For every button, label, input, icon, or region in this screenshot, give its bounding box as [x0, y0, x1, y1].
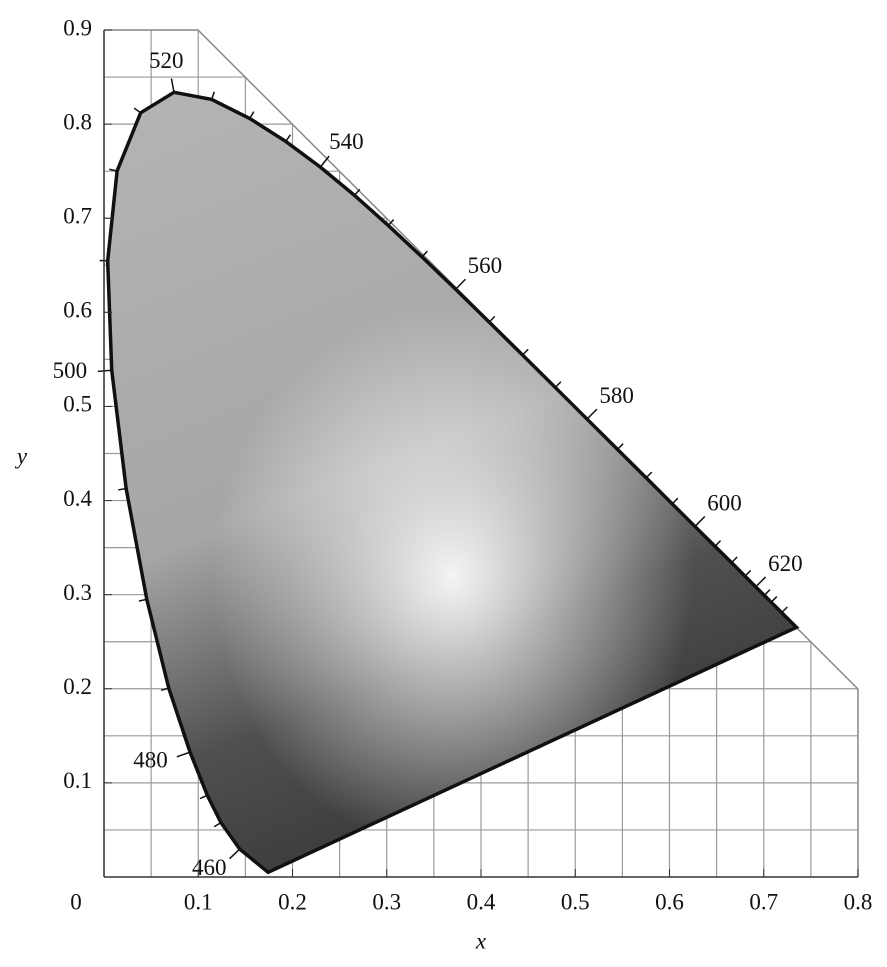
wavelength-label: 480 [133, 748, 168, 773]
y-axis-label: y [15, 443, 28, 468]
wavelength-tick [160, 687, 169, 692]
wavelength-tick [671, 497, 679, 505]
wavelength-tick [199, 794, 208, 800]
y-tick-label: 0.5 [63, 392, 92, 417]
wavelength-tick [744, 569, 752, 577]
y-tick-label: 0.6 [63, 298, 92, 323]
wavelength-tick [249, 111, 255, 119]
x-tick-label: 0.8 [844, 889, 873, 914]
x-tick-label: 0.5 [561, 889, 590, 914]
wavelength-tick [694, 515, 706, 527]
x-axis-label: x [475, 928, 487, 953]
y-tick-label: 0.2 [63, 674, 92, 699]
wavelength-tick [229, 848, 241, 860]
wavelength-tick [421, 250, 428, 258]
wavelength-label: 460 [192, 855, 227, 880]
x-tick-label: 0.4 [467, 889, 496, 914]
wavelength-tick [616, 443, 624, 450]
x-tick-label: 0.6 [655, 889, 684, 914]
wavelength-tick [353, 188, 361, 196]
x-tick-label: 0.2 [278, 889, 307, 914]
wavelength-label: 520 [149, 48, 184, 73]
y-tick-label: 0.9 [63, 15, 92, 40]
wavelength-tick [176, 751, 191, 758]
wavelength-label: 600 [707, 490, 742, 515]
plot: 460 480 500 520 540 560 580 600 620 [53, 48, 803, 880]
wavelength-tick [730, 556, 738, 564]
wavelength-tick [763, 589, 771, 596]
wavelength-tick [213, 821, 222, 828]
wavelength-tick [170, 78, 175, 93]
wavelength-tick [97, 369, 112, 373]
x-tick-label: 0 [70, 889, 82, 914]
y-tick-label: 0.8 [63, 109, 92, 134]
x-tick-label: 0.1 [184, 889, 213, 914]
y-tick-label: 0.7 [63, 204, 92, 229]
wavelength-tick [586, 408, 598, 420]
x-tick-label: 0.3 [372, 889, 401, 914]
wavelength-tick [285, 134, 291, 142]
wavelength-tick [138, 598, 147, 602]
wavelength-label: 620 [768, 551, 803, 576]
wavelength-tick [781, 606, 788, 614]
wavelength-tick [109, 168, 118, 172]
wavelength-label: 580 [599, 383, 634, 408]
wavelength-tick [714, 540, 722, 547]
wavelength-tick [645, 471, 653, 479]
wavelength-tick [522, 348, 529, 356]
gamut-glow [107, 92, 797, 873]
wavelength-tick [488, 315, 496, 323]
wavelength-tick [118, 487, 127, 491]
wavelength-tick [755, 576, 767, 588]
y-tick-label: 0.1 [63, 768, 92, 793]
wavelength-label: 500 [53, 358, 88, 383]
wavelength-tick [387, 219, 395, 226]
x-tick-label: 0.7 [749, 889, 778, 914]
wavelength-tick [455, 278, 466, 290]
spectral-locus [105, 90, 800, 875]
wavelength-label: 540 [329, 129, 364, 154]
wavelength-tick [319, 155, 330, 168]
wavelength-tick [133, 107, 142, 114]
wavelength-tick [554, 381, 562, 388]
wavelength-label: 560 [468, 253, 503, 278]
y-tick-label: 0.3 [63, 580, 92, 605]
wavelength-tick [770, 596, 778, 603]
y-tick-label: 0.4 [63, 486, 92, 511]
wavelength-tick [210, 91, 215, 100]
